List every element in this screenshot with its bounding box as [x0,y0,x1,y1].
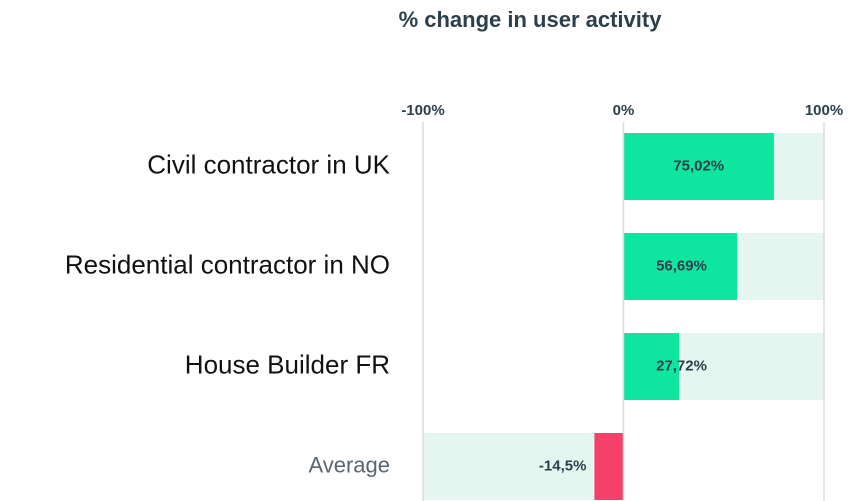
x-tick-label: 0% [613,102,635,119]
value-label: 75,02% [673,157,724,174]
value-label: -14,5% [539,457,587,474]
bar [594,433,624,500]
bar [623,333,680,400]
value-label: 56,69% [656,257,707,274]
category-label: House Builder FR [185,349,390,379]
category-label: Average [308,452,390,477]
bar [623,233,738,300]
bar [623,133,774,200]
value-label: 27,72% [656,357,707,374]
chart-title: % change in user activity [399,7,663,32]
x-tick-label: 100% [805,102,843,119]
bar-track [423,433,624,500]
category-label: Civil contractor in UK [147,149,390,179]
category-label: Residential contractor in NO [65,249,390,279]
x-tick-label: -100% [401,102,444,119]
